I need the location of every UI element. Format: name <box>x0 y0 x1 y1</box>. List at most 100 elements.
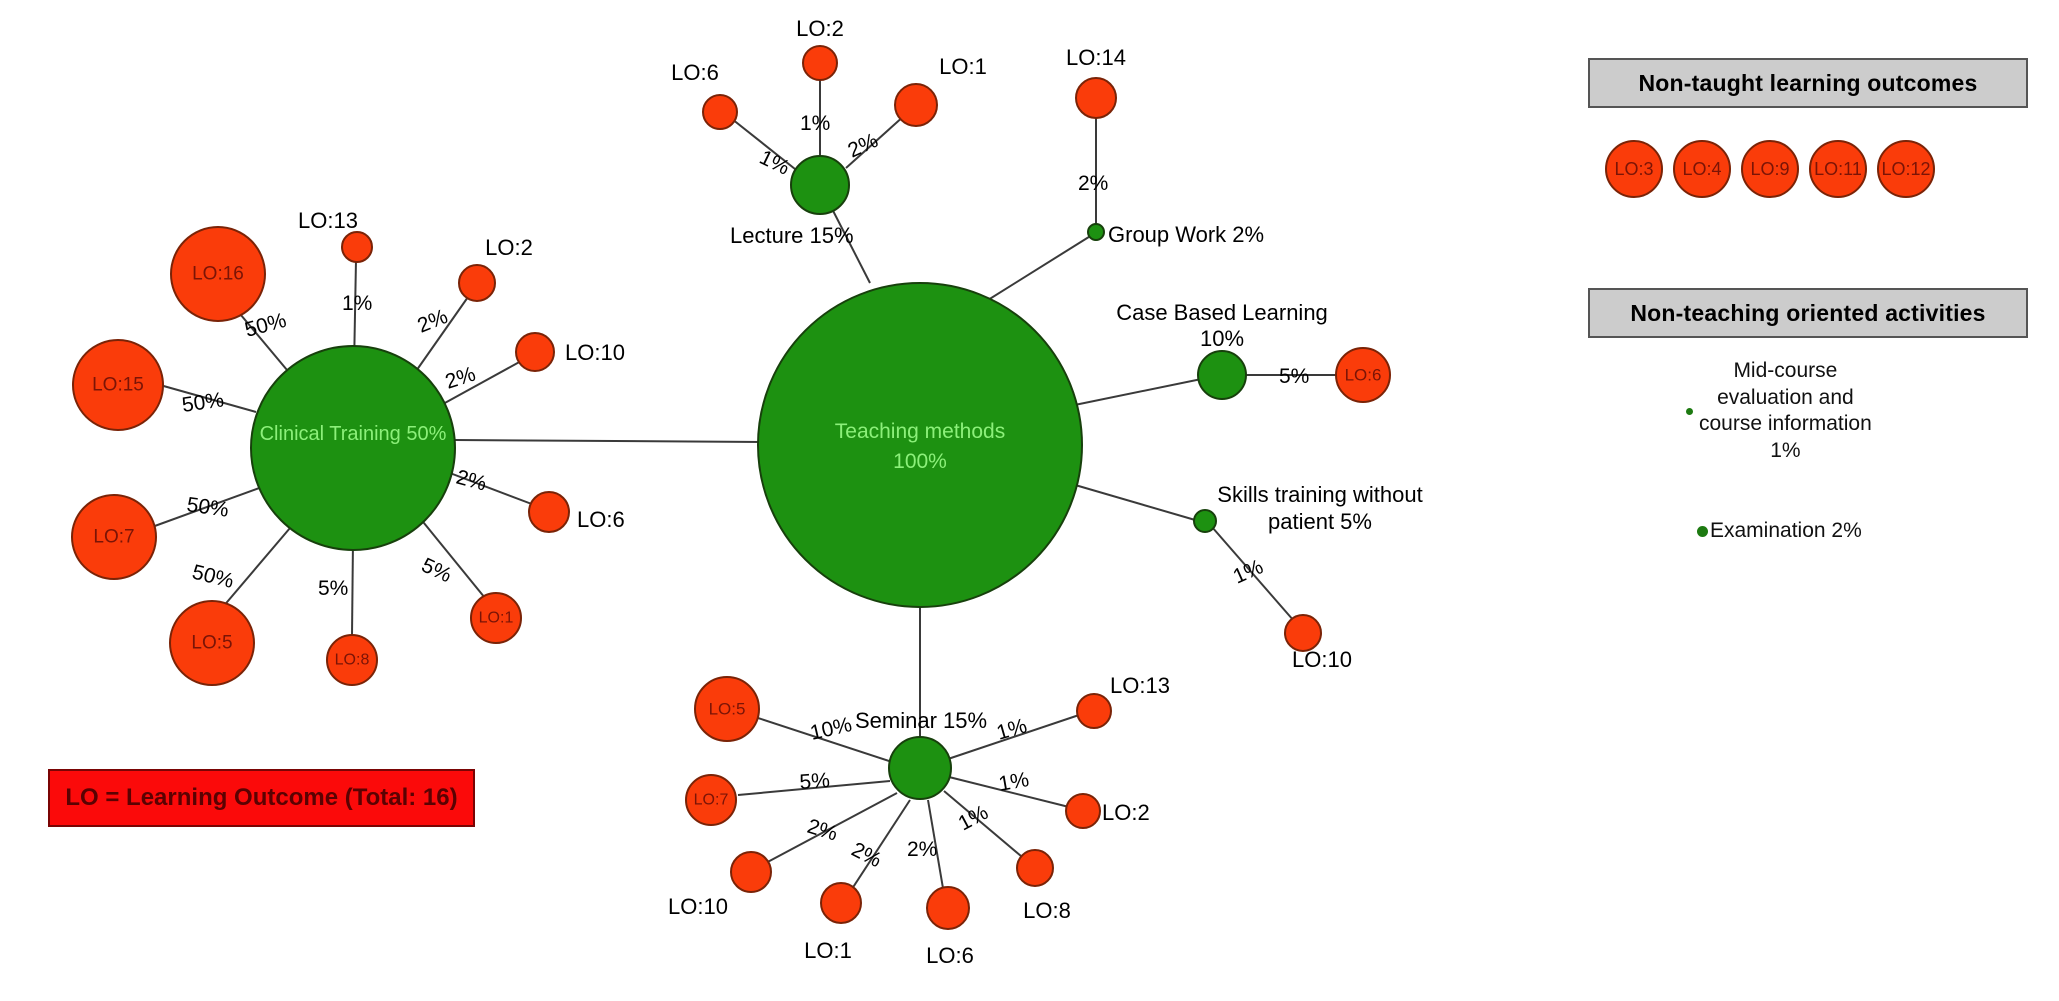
activity-item-examination[interactable]: Examination 2% <box>1697 518 1862 545</box>
edge-pct-seminar-lo1: 2% <box>848 838 885 872</box>
edge-pct-clinical-lo10: 2% <box>442 362 478 393</box>
green-dot-icon <box>1686 407 1693 415</box>
edge-root-cbl <box>1059 374 1222 409</box>
node-skills-training[interactable] <box>1193 509 1217 533</box>
label-seminar-lo10: LO:10 <box>668 894 728 919</box>
node-clinical-lo10[interactable] <box>515 332 555 372</box>
label-clinical-lo6: LO:6 <box>577 507 625 532</box>
node-label: LO:1 <box>479 610 514 627</box>
node-lecture-lo2[interactable] <box>802 45 838 81</box>
lo-chip-lo12[interactable]: LO:12 <box>1877 140 1935 198</box>
edge-seminar-lo2 <box>948 776 1074 809</box>
edge-clinical-lo10 <box>442 359 524 405</box>
edge-root-groupwork <box>979 234 1093 306</box>
node-skills-lo10[interactable] <box>1284 614 1322 652</box>
node-clinical-lo1[interactable]: LO:1 <box>470 592 522 644</box>
outcome-node-group: LO:16 LO:15 LO:7 LO:5 <box>71 45 1391 930</box>
node-case-based-learning[interactable] <box>1197 350 1247 400</box>
node-label-line1: Teaching methods <box>835 420 1005 443</box>
lo-chip-lo4[interactable]: LO:4 <box>1673 140 1731 198</box>
node-label: LO:16 <box>192 264 244 285</box>
edge-root-skills <box>1057 479 1203 523</box>
lo-chip-lo9[interactable]: LO:9 <box>1741 140 1799 198</box>
edge-group <box>151 78 1337 901</box>
edge-pct-clinical-lo2: 2% <box>414 305 451 338</box>
edge-seminar-lo6 <box>927 799 946 901</box>
node-seminar-lo5[interactable]: LO:5 <box>694 676 760 742</box>
node-teaching-methods[interactable]: Teaching methods 100% <box>757 282 1083 608</box>
label-seminar-lo2: LO:2 <box>1102 800 1150 825</box>
edge-pct-lecture-lo2: 1% <box>800 112 830 135</box>
edge-root-clinical <box>454 439 771 443</box>
label-groupwork-node: Group Work 2% <box>1108 222 1264 247</box>
edge-clinical-lo5 <box>221 527 291 609</box>
non-teaching-legend-panel: Non-teaching oriented activities <box>1588 288 2028 338</box>
edge-clinical-lo2 <box>413 296 469 375</box>
edge-pct-seminar-lo7: 5% <box>799 769 831 794</box>
label-skills-lo10: LO:10 <box>1292 647 1352 672</box>
edge-pct-clinical-lo8: 5% <box>318 577 348 600</box>
edge-seminar-lo10 <box>761 792 898 866</box>
activity-label: Examination 2% <box>1710 519 1862 542</box>
edge-pct-groupwork-lo14: 2% <box>1078 172 1108 195</box>
node-clinical-lo6[interactable] <box>528 491 570 533</box>
node-seminar-lo10[interactable] <box>730 851 772 893</box>
edge-pct-cbl-lo6: 5% <box>1279 365 1309 388</box>
banner-label: LO = Learning Outcome (Total: 16) <box>65 784 458 811</box>
label-lecture-lo2: LO:2 <box>796 16 844 41</box>
node-clinical-lo16[interactable]: LO:16 <box>170 226 266 322</box>
label-seminar-lo1: LO:1 <box>804 938 852 963</box>
node-label: LO:7 <box>93 527 134 548</box>
activity-line-4: 1% <box>1770 438 1801 462</box>
node-seminar-lo8[interactable] <box>1016 849 1054 887</box>
node-clinical-lo13[interactable] <box>341 231 373 263</box>
activity-line-1: Mid-course <box>1733 359 1838 382</box>
node-clinical-lo7[interactable]: LO:7 <box>71 494 157 580</box>
edge-pct-lecture-lo6: 1% <box>756 146 793 180</box>
edge-seminar-lo5 <box>754 716 896 764</box>
node-seminar-lo1[interactable] <box>820 882 862 924</box>
edge-lecture-lo1 <box>845 114 906 169</box>
edge-pct-seminar-lo10: 2% <box>805 815 841 846</box>
label-clinical-lo13: LO:13 <box>298 208 358 233</box>
edge-seminar-lo8 <box>943 790 1029 863</box>
node-label: Clinical Training 50% <box>260 423 447 445</box>
node-clinical-lo8[interactable]: LO:8 <box>326 634 378 686</box>
lo-chip-lo3[interactable]: LO:3 <box>1605 140 1663 198</box>
activity-item-mid-course-evaluation[interactable]: Mid-course evaluation and course informa… <box>1686 358 1946 465</box>
node-clinical-training[interactable]: Clinical Training 50% <box>250 345 456 551</box>
edge-pct-seminar-lo2: 1% <box>997 768 1031 796</box>
node-seminar-lo13[interactable] <box>1076 693 1112 729</box>
edge-pct-seminar-lo13: 1% <box>994 714 1030 744</box>
node-groupwork-lo14[interactable] <box>1075 77 1117 119</box>
node-seminar-lo2[interactable] <box>1065 793 1101 829</box>
node-group-work[interactable] <box>1087 223 1105 241</box>
node-clinical-lo5[interactable]: LO:5 <box>169 600 255 686</box>
edge-seminar-lo13 <box>944 712 1086 761</box>
label-clinical-lo2: LO:2 <box>485 235 533 260</box>
label-seminar-lo13: LO:13 <box>1110 673 1170 698</box>
edge-lecture-lo6 <box>726 114 796 170</box>
label-cbl-node-line1: Case Based Learning <box>1116 300 1328 325</box>
node-clinical-lo2[interactable] <box>458 264 496 302</box>
node-lecture-lo6[interactable] <box>702 94 738 130</box>
method-node-group: Teaching methods 100% Clinical Training … <box>250 155 1247 800</box>
node-seminar-lo7[interactable]: LO:7 <box>685 774 737 826</box>
node-lecture-lo1[interactable] <box>894 83 938 127</box>
node-lecture[interactable] <box>790 155 850 215</box>
node-label: LO:6 <box>1345 366 1382 385</box>
non-taught-legend-panel: Non-taught learning outcomes <box>1588 58 2028 108</box>
node-cbl-lo6[interactable]: LO:6 <box>1335 347 1391 403</box>
lo-chip-lo11[interactable]: LO:11 <box>1809 140 1867 198</box>
edge-clinical-lo8 <box>351 539 354 636</box>
edge-pct-clinical-lo1: 5% <box>418 554 455 588</box>
node-label-line2: 100% <box>893 450 947 473</box>
node-seminar-lo6[interactable] <box>926 886 970 930</box>
node-clinical-lo15[interactable]: LO:15 <box>72 339 164 431</box>
non-teaching-legend-title: Non-teaching oriented activities <box>1630 299 1986 326</box>
node-seminar[interactable] <box>888 736 952 800</box>
edge-pct-clinical-lo16: 50% <box>242 309 289 342</box>
edge-pct-lecture-lo1: 2% <box>844 129 881 163</box>
green-dot-icon <box>1697 525 1708 537</box>
